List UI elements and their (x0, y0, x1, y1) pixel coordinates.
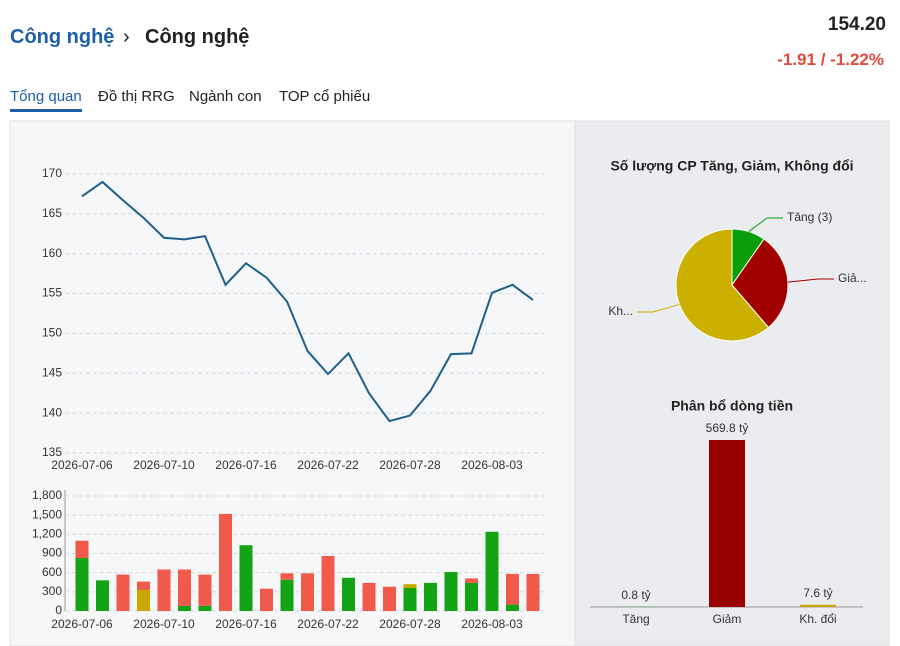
y-tick-label: 0 (55, 603, 62, 617)
y-tick-label: 170 (42, 166, 62, 180)
pie-slice (731, 238, 789, 329)
x-tick-label: 2026-07-10 (133, 617, 195, 631)
price: 154.20 (827, 14, 886, 35)
x-tick-label: 2026-07-22 (297, 617, 359, 631)
volume-bar (178, 605, 191, 611)
bar-title: Phân bổ dòng tiền (671, 398, 793, 414)
volume-bar (75, 540, 89, 558)
y-tick-label: 140 (42, 405, 62, 419)
volume-bar (219, 513, 232, 611)
volume-bar (301, 573, 314, 611)
volume-bar (383, 586, 396, 611)
y-tick-label: 155 (42, 286, 62, 300)
tab[interactable]: Đồ thị RRG (98, 88, 175, 105)
volume-bar (362, 582, 376, 611)
volume-bar (342, 577, 355, 611)
x-tick-label: 2026-07-06 (51, 617, 113, 631)
y-tick-label: 1,500 (32, 507, 62, 521)
y-tick-label: 160 (42, 246, 62, 260)
left-panel (9, 120, 576, 646)
y-tick-label: 150 (42, 326, 62, 340)
y-tick-label: 1,200 (32, 527, 62, 541)
breadcrumb-link[interactable]: Công nghệ (10, 26, 115, 48)
breadcrumb-current: Công nghệ (145, 26, 250, 48)
volume-bar (444, 572, 458, 611)
pie-label: Tăng (3) (787, 210, 832, 224)
volume-bar (465, 578, 478, 583)
category-label: Kh. đổi (799, 612, 836, 626)
volume-bar (178, 569, 191, 606)
volume-bar (526, 573, 540, 611)
breadcrumb-separator: › (123, 26, 130, 48)
volume-bar (96, 580, 109, 611)
tab-active[interactable]: Tổng quan (10, 88, 82, 112)
value-label: 569.8 tỷ (706, 421, 749, 435)
volume-bar (403, 588, 417, 611)
leader-line (748, 217, 783, 232)
category-label: Tăng (622, 612, 649, 626)
volume-bar (239, 545, 253, 611)
volume-bar (260, 588, 273, 611)
x-tick-label: 2026-07-16 (215, 458, 277, 472)
x-tick-label: 2026-08-03 (461, 458, 523, 472)
volume-bar (424, 582, 437, 611)
pie-slice (675, 228, 770, 342)
y-tick-label: 165 (42, 206, 62, 220)
pie-label: Kh... (608, 304, 633, 318)
flow-bar (709, 440, 745, 607)
y-tick-label: 300 (42, 584, 62, 598)
volume-bar (465, 582, 478, 611)
volume-bar (137, 589, 150, 611)
y-tick-label: 1,800 (32, 488, 62, 502)
volume-bar (321, 556, 335, 611)
volume-bar (280, 573, 294, 580)
volume-bar (157, 569, 171, 611)
y-tick-label: 900 (42, 546, 62, 560)
x-tick-label: 2026-07-28 (379, 458, 441, 472)
value-label: 7.6 tỷ (803, 586, 832, 600)
y-tick-label: 145 (42, 365, 62, 379)
volume-bar (198, 574, 212, 606)
pie-label: Giả... (838, 271, 867, 285)
y-tick-label: 600 (42, 565, 62, 579)
volume-bar (485, 531, 499, 611)
x-tick-label: 2026-08-03 (461, 617, 523, 631)
x-tick-label: 2026-07-28 (379, 617, 441, 631)
y-tick-label: 135 (42, 445, 62, 459)
volume-bar (403, 584, 417, 588)
tab[interactable]: Ngành con (189, 88, 262, 105)
volume-bar (75, 557, 89, 611)
x-tick-label: 2026-07-22 (297, 458, 359, 472)
volume-bar (116, 574, 130, 611)
leader-line (787, 278, 834, 283)
tab[interactable]: TOP cổ phiếu (279, 88, 371, 105)
value-label: 0.8 tỷ (621, 588, 650, 602)
price-change: -1.91 / -1.22% (777, 50, 884, 69)
price-line (81, 180, 534, 423)
volume-bar (280, 579, 294, 611)
volume-bar (506, 573, 519, 605)
flow-bar (800, 604, 836, 607)
x-tick-label: 2026-07-06 (51, 458, 113, 472)
leader-line (637, 303, 680, 313)
category-label: Giảm (713, 612, 742, 626)
volume-bar (198, 605, 212, 611)
x-tick-label: 2026-07-16 (215, 617, 277, 631)
volume-bar (506, 604, 519, 611)
pie-title: Số lượng CP Tăng, Giảm, Không đổi (610, 158, 853, 174)
volume-bar (137, 581, 150, 590)
x-tick-label: 2026-07-10 (133, 458, 195, 472)
